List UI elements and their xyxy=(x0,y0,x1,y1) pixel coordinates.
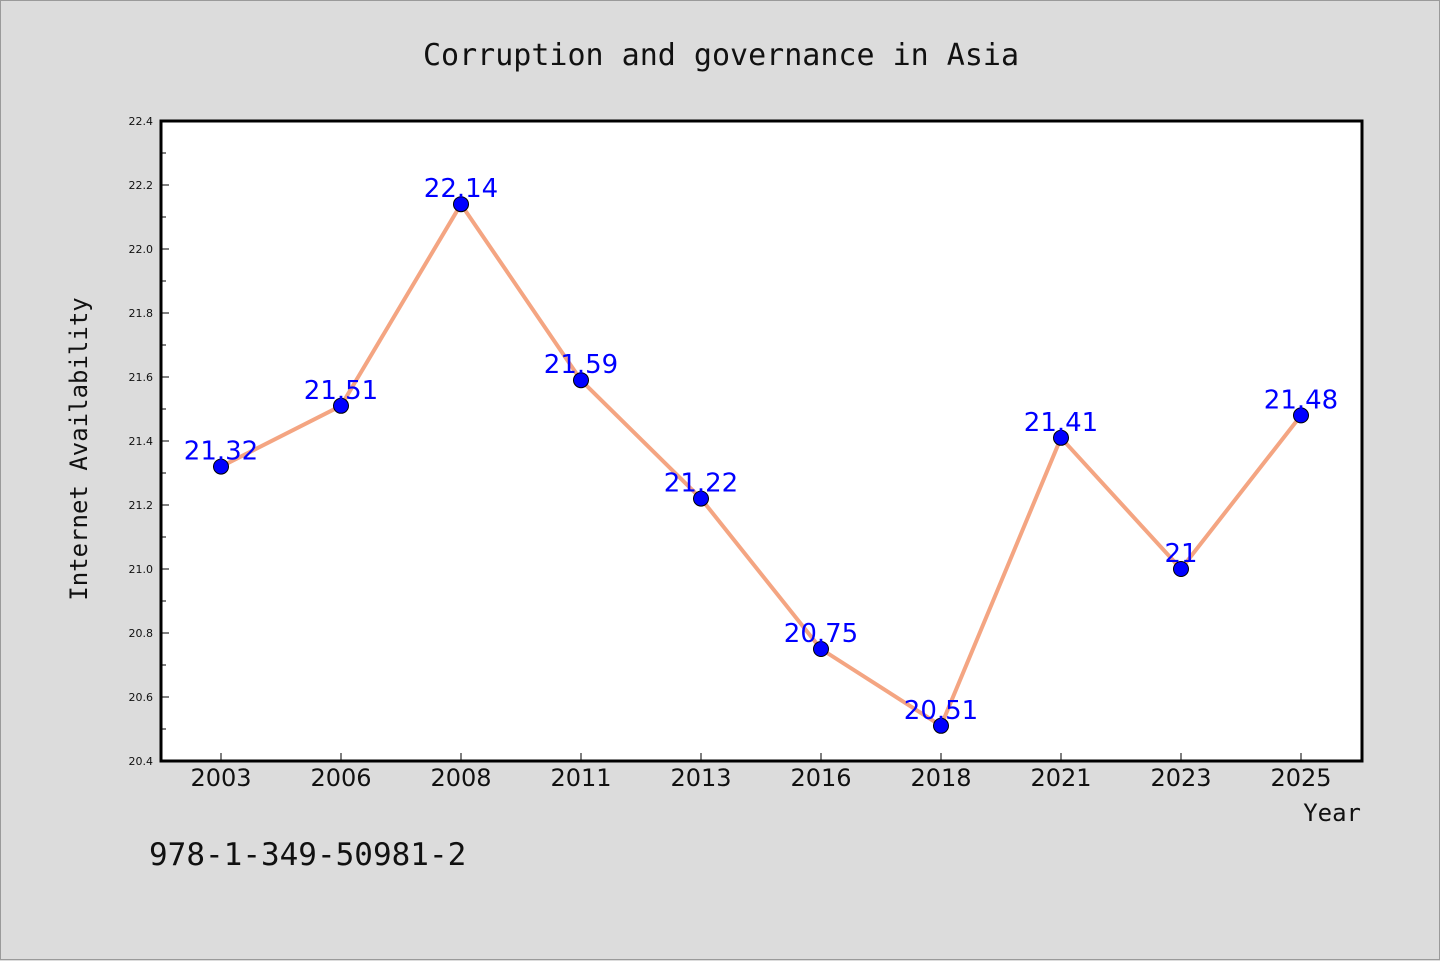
x-tick-label: 2006 xyxy=(310,764,371,792)
y-tick-label: 21.0 xyxy=(129,563,154,576)
x-tick-label: 2023 xyxy=(1150,764,1211,792)
data-point xyxy=(933,717,949,734)
series-group: 21.32 21.51 22.14 21.59 21.22 20.75 20.51 21.41… xyxy=(184,174,1338,734)
data-point xyxy=(453,196,469,213)
data-label: 20.51 xyxy=(904,696,978,726)
y-axis: 20.4 20.6 20.8 21.0 21.2 21.4 21.6 21.8 22.0 22.2… xyxy=(129,115,169,768)
y-tick-label: 21.4 xyxy=(129,435,154,448)
y-tick-label: 20.8 xyxy=(129,627,154,640)
data-label: 21.41 xyxy=(1024,408,1098,438)
y-tick-label: 21.8 xyxy=(129,307,154,320)
series-line xyxy=(220,202,1303,728)
x-tick-label: 2003 xyxy=(190,764,251,792)
x-tick-label: 2011 xyxy=(550,764,611,792)
data-label: 21.22 xyxy=(664,469,738,499)
y-tick-label: 21.6 xyxy=(129,371,154,384)
chart-title: Corruption and governance in Asia xyxy=(423,38,1019,73)
y-tick-label: 20.4 xyxy=(129,755,154,768)
data-point xyxy=(693,490,709,507)
y-axis-title: Internet Availability xyxy=(65,297,93,600)
y-tick-label: 22.2 xyxy=(129,179,154,192)
data-label: 21 xyxy=(1164,539,1197,569)
data-label: 20.75 xyxy=(784,619,858,649)
data-point xyxy=(1173,561,1189,577)
x-axis: 2003 2006 2008 2011 2013 2016 2018 2021 2023 2025 xyxy=(190,753,1332,792)
data-label: 21.51 xyxy=(304,376,378,406)
y-tick-label: 20.6 xyxy=(129,691,154,704)
plot-area xyxy=(159,119,1364,763)
x-tick-label: 2016 xyxy=(790,764,851,792)
data-label: 21.48 xyxy=(1264,385,1338,415)
isbn-annotation: 978-1-349-50981-2 xyxy=(149,837,466,873)
x-tick-label: 2025 xyxy=(1270,764,1331,792)
y-tick-label: 22.0 xyxy=(129,243,154,256)
y-tick-label: 21.2 xyxy=(129,499,154,512)
data-label: 22.14 xyxy=(424,174,498,204)
x-axis-title: Year xyxy=(1303,799,1361,827)
x-tick-label: 2013 xyxy=(670,764,731,792)
data-point xyxy=(213,458,229,475)
y-tick-label: 22.4 xyxy=(129,115,154,128)
x-tick-label: 2021 xyxy=(1030,764,1091,792)
data-point xyxy=(333,397,349,414)
data-point xyxy=(1053,429,1069,446)
data-point xyxy=(573,372,589,389)
x-tick-label: 2008 xyxy=(430,764,491,792)
data-label: 21.59 xyxy=(544,350,618,380)
data-point xyxy=(813,641,829,657)
data-point xyxy=(1293,407,1309,424)
data-label: 21.32 xyxy=(184,437,258,467)
x-tick-label: 2018 xyxy=(910,764,971,792)
